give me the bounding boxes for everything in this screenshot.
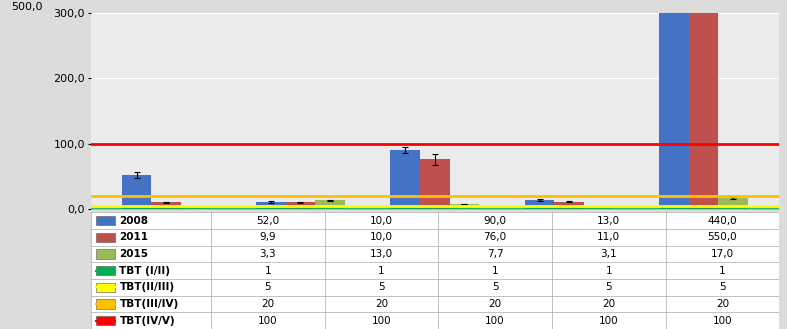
Text: 13,0: 13,0 <box>370 249 393 259</box>
Text: 11,0: 11,0 <box>597 232 620 242</box>
Text: 440,0: 440,0 <box>708 215 737 226</box>
Text: 90,0: 90,0 <box>483 215 507 226</box>
Text: 100: 100 <box>712 316 732 326</box>
Bar <box>96 299 116 309</box>
Text: 20: 20 <box>375 299 388 309</box>
Text: 1: 1 <box>264 266 272 276</box>
Text: 1: 1 <box>719 266 726 276</box>
Text: 17,0: 17,0 <box>711 249 734 259</box>
Text: 1: 1 <box>605 266 612 276</box>
Text: 3,1: 3,1 <box>600 249 617 259</box>
Text: 1: 1 <box>378 266 385 276</box>
Bar <box>181 207 210 209</box>
Bar <box>660 0 689 209</box>
Bar <box>390 150 420 209</box>
Bar <box>96 216 116 225</box>
Text: 100: 100 <box>599 316 619 326</box>
Text: 550,0: 550,0 <box>708 232 737 242</box>
Bar <box>151 202 181 209</box>
Bar <box>256 202 286 209</box>
Text: 100: 100 <box>258 316 278 326</box>
Bar <box>96 249 116 259</box>
Text: 20: 20 <box>602 299 615 309</box>
Text: TBT(IV/V): TBT(IV/V) <box>120 316 175 326</box>
Text: 2011: 2011 <box>120 232 149 242</box>
Bar <box>449 204 479 209</box>
Bar <box>584 207 614 209</box>
Text: TBT(III/IV): TBT(III/IV) <box>120 299 179 309</box>
Bar <box>316 200 345 209</box>
Text: 10,0: 10,0 <box>370 232 393 242</box>
Text: 9,9: 9,9 <box>260 232 276 242</box>
Text: 3,3: 3,3 <box>260 249 276 259</box>
Text: TBT(II/III): TBT(II/III) <box>120 282 175 292</box>
Text: 5: 5 <box>378 282 385 292</box>
Bar <box>96 316 116 325</box>
Bar <box>525 200 554 209</box>
Text: 20: 20 <box>489 299 501 309</box>
Bar <box>122 175 151 209</box>
Text: 500,0: 500,0 <box>11 2 42 12</box>
Bar <box>420 159 449 209</box>
Bar <box>96 233 116 242</box>
Text: 20: 20 <box>715 299 729 309</box>
Text: 13,0: 13,0 <box>597 215 620 226</box>
Bar <box>286 202 316 209</box>
Text: 5: 5 <box>492 282 498 292</box>
Text: TBT (I/II): TBT (I/II) <box>120 266 171 276</box>
Text: 76,0: 76,0 <box>483 232 507 242</box>
Text: 7,7: 7,7 <box>487 249 504 259</box>
Bar <box>554 202 584 209</box>
Bar <box>96 283 116 292</box>
Text: 2008: 2008 <box>120 215 149 226</box>
Text: 20: 20 <box>261 299 275 309</box>
Bar <box>96 266 116 275</box>
Bar <box>689 0 719 209</box>
Bar <box>719 198 748 209</box>
Text: 52,0: 52,0 <box>257 215 279 226</box>
Text: 10,0: 10,0 <box>370 215 393 226</box>
Text: 5: 5 <box>719 282 726 292</box>
Text: 100: 100 <box>486 316 505 326</box>
Text: 2015: 2015 <box>120 249 149 259</box>
Text: 1: 1 <box>492 266 498 276</box>
Text: 5: 5 <box>605 282 612 292</box>
Text: 100: 100 <box>371 316 391 326</box>
Text: 5: 5 <box>264 282 272 292</box>
